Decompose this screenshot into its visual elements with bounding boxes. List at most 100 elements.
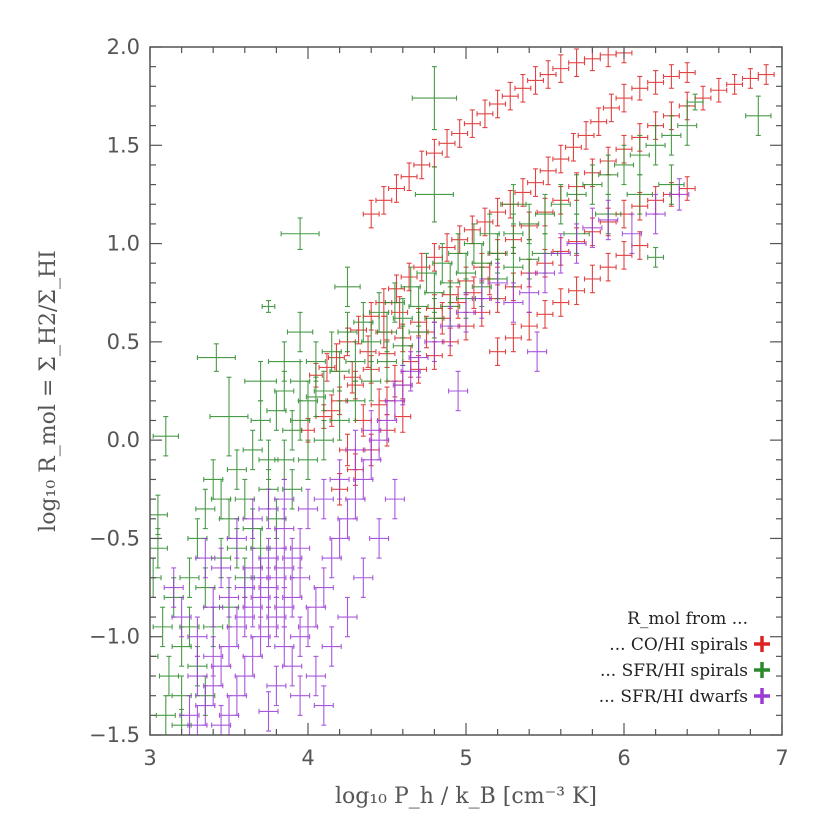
data-point: [226, 449, 247, 490]
data-point: [658, 164, 685, 205]
data-point: [211, 704, 232, 735]
data-point: [384, 380, 405, 422]
data-point: [187, 616, 208, 657]
data-point: [234, 567, 255, 608]
data-point: [678, 62, 696, 83]
legend-marker: [754, 636, 770, 652]
data-point: [211, 478, 232, 520]
data-point: [179, 557, 200, 598]
data-point: [577, 121, 595, 150]
data-point: [297, 439, 319, 481]
data-point: [282, 469, 303, 510]
data-point: [250, 616, 271, 657]
data-point: [552, 288, 570, 317]
y-tick-label: 0.5: [107, 330, 140, 354]
data-point: [179, 695, 200, 735]
data-point: [301, 417, 315, 443]
x-tick-label: 7: [775, 746, 788, 770]
data-point: [290, 616, 311, 657]
data-point: [361, 360, 382, 402]
data-point: [274, 587, 295, 628]
data-point: [266, 665, 287, 707]
data-point: [489, 89, 507, 119]
data-point: [313, 685, 334, 726]
data-point: [209, 376, 249, 457]
data-point: [566, 174, 587, 215]
data-point: [448, 370, 469, 412]
data-point: [503, 282, 524, 323]
y-tick-labels: −1.5 −1.0 −0.5 0.0 0.5 1.0 1.5 2.0: [89, 35, 140, 747]
data-point: [150, 494, 168, 536]
data-point: [615, 83, 633, 113]
data-point: [337, 596, 358, 638]
data-point: [539, 156, 557, 186]
data-point: [520, 311, 538, 341]
data-point: [280, 217, 320, 251]
data-point: [550, 184, 571, 225]
data-point: [408, 337, 429, 378]
data-point: [519, 272, 540, 313]
data-point: [662, 64, 680, 89]
data-point: [568, 276, 586, 306]
data-point: [411, 66, 458, 131]
data-point: [413, 150, 431, 180]
y-tick-label: 0.0: [107, 428, 140, 452]
data-point: [226, 606, 247, 648]
data-point: [242, 429, 263, 471]
x-tick-labels: 3 4 5 6 7: [143, 746, 788, 770]
data-point: [376, 400, 398, 441]
data-point: [661, 115, 682, 156]
x-tick-label: 5: [459, 746, 472, 770]
data-point: [629, 134, 650, 176]
data-point: [500, 184, 527, 225]
y-tick-label: −1.5: [89, 723, 140, 747]
data-point: [519, 203, 540, 245]
y-tick-label: 2.0: [107, 35, 140, 59]
data-point: [334, 266, 361, 308]
y-tick-label: 1.0: [107, 232, 140, 256]
data-point: [150, 528, 168, 569]
data-point: [203, 587, 224, 628]
data-point: [267, 341, 301, 382]
data-point: [451, 119, 469, 148]
data-point: [196, 343, 236, 372]
data-point: [519, 239, 540, 280]
data-point: [244, 360, 277, 402]
data-point: [564, 132, 582, 162]
data-point: [203, 636, 224, 677]
data-point: [400, 351, 421, 392]
data-point: [476, 99, 494, 129]
data-point: [599, 252, 617, 282]
data-point: [440, 305, 461, 347]
data-point: [582, 164, 603, 205]
data-point: [424, 298, 445, 339]
data-point: [218, 695, 240, 735]
data-point: [297, 488, 319, 530]
data-point: [286, 311, 314, 353]
data-point: [590, 107, 608, 137]
data-point: [686, 93, 704, 111]
data-point: [645, 125, 666, 166]
data-point: [369, 518, 390, 559]
data-point: [152, 606, 173, 648]
data-point: [274, 508, 295, 549]
data-point: [710, 77, 728, 103]
legend-marker: [754, 662, 770, 678]
y-tick-label: 1.5: [107, 133, 140, 157]
data-point: [290, 400, 311, 441]
data-point: [631, 75, 649, 101]
legend-marker: [754, 688, 770, 704]
data-point: [345, 341, 366, 382]
data-point: [501, 81, 519, 111]
data-point: [527, 66, 544, 95]
data-point: [290, 557, 311, 598]
data-point: [388, 174, 405, 203]
data-point: [329, 351, 350, 392]
y-axis-label: log₁₀ R_mol = Σ_H2/Σ_HI: [36, 250, 61, 532]
data-point: [527, 331, 548, 372]
data-point: [318, 353, 336, 382]
data-point: [726, 73, 744, 95]
data-point: [226, 518, 247, 559]
data-point: [282, 645, 303, 687]
data-point: [566, 223, 587, 264]
